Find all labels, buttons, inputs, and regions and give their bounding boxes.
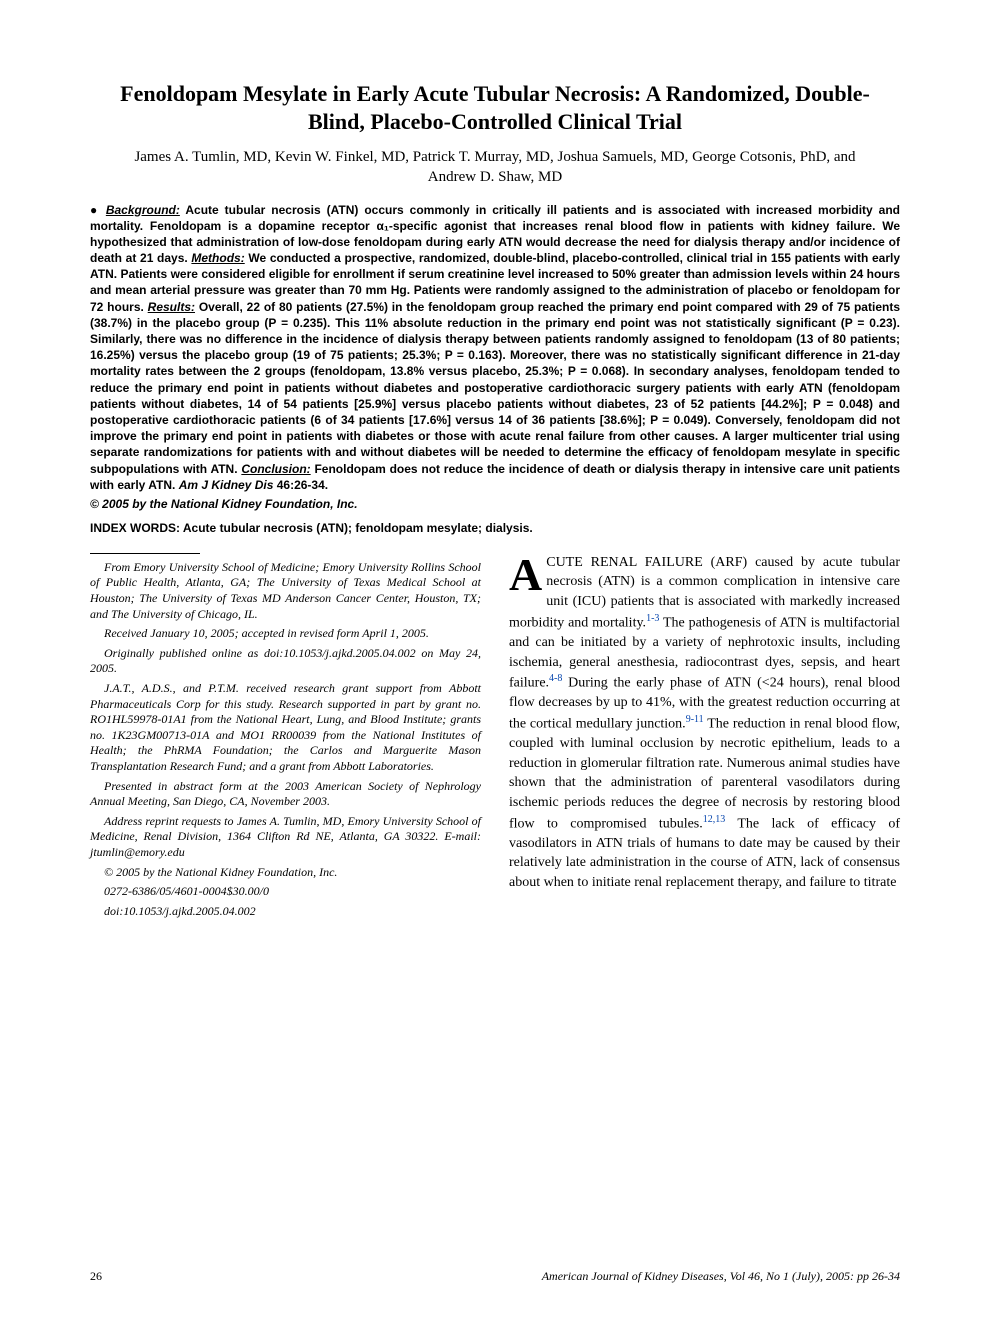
two-column-region: From Emory University School of Medicine… — [90, 553, 900, 923]
ref-link-4[interactable]: 12,13 — [703, 814, 726, 825]
footnote-support: J.A.T., A.D.S., and P.T.M. received rese… — [90, 681, 481, 775]
abstract-block: ● Background: Acute tubular necrosis (AT… — [90, 202, 900, 493]
footer-journal: American Journal of Kidney Diseases, Vol… — [542, 1269, 900, 1284]
citation-journal: Am J Kidney Dis — [179, 478, 274, 492]
footnote-copyright: © 2005 by the National Kidney Foundation… — [90, 865, 481, 881]
abstract-bullet: ● — [90, 203, 100, 217]
footnote-separator — [90, 553, 200, 554]
results-text: Overall, 22 of 80 patients (27.5%) in th… — [90, 300, 900, 476]
body-paragraph: ACUTE RENAL FAILURE (ARF) caused by acut… — [509, 553, 900, 893]
ref-link-1[interactable]: 1-3 — [646, 613, 659, 624]
conclusion-label: Conclusion: — [241, 462, 310, 476]
results-label: Results: — [148, 300, 195, 314]
dropcap: A — [509, 553, 546, 593]
footnote-address: Address reprint requests to James A. Tum… — [90, 814, 481, 861]
right-column: ACUTE RENAL FAILURE (ARF) caused by acut… — [509, 553, 900, 923]
background-label: Background: — [106, 203, 180, 217]
page-number: 26 — [90, 1269, 102, 1284]
methods-label: Methods: — [191, 251, 244, 265]
page: Fenoldopam Mesylate in Early Acute Tubul… — [0, 0, 990, 1320]
authors-line: James A. Tumlin, MD, Kevin W. Finkel, MD… — [130, 147, 860, 188]
footnote-issn: 0272-6386/05/4601-0004$30.00/0 — [90, 884, 481, 900]
lead-caps: CUTE RENAL FAILURE (ARF) — [546, 555, 747, 570]
footnote-received: Received January 10, 2005; accepted in r… — [90, 626, 481, 642]
ref-link-3[interactable]: 9-11 — [686, 714, 704, 725]
index-words: INDEX WORDS: Acute tubular necrosis (ATN… — [90, 521, 900, 535]
ref-link-2[interactable]: 4-8 — [549, 673, 562, 684]
left-column: From Emory University School of Medicine… — [90, 553, 481, 923]
copyright-line: © 2005 by the National Kidney Foundation… — [90, 497, 900, 511]
footnote-doi: doi:10.1053/j.ajkd.2005.04.002 — [90, 904, 481, 920]
article-title: Fenoldopam Mesylate in Early Acute Tubul… — [120, 80, 870, 135]
page-footer: 26 American Journal of Kidney Diseases, … — [90, 1269, 900, 1284]
footnote-from: From Emory University School of Medicine… — [90, 560, 481, 622]
footnote-published: Originally published online as doi:10.10… — [90, 646, 481, 677]
citation-vol: 46:26-34. — [273, 478, 328, 492]
footnote-presented: Presented in abstract form at the 2003 A… — [90, 779, 481, 810]
